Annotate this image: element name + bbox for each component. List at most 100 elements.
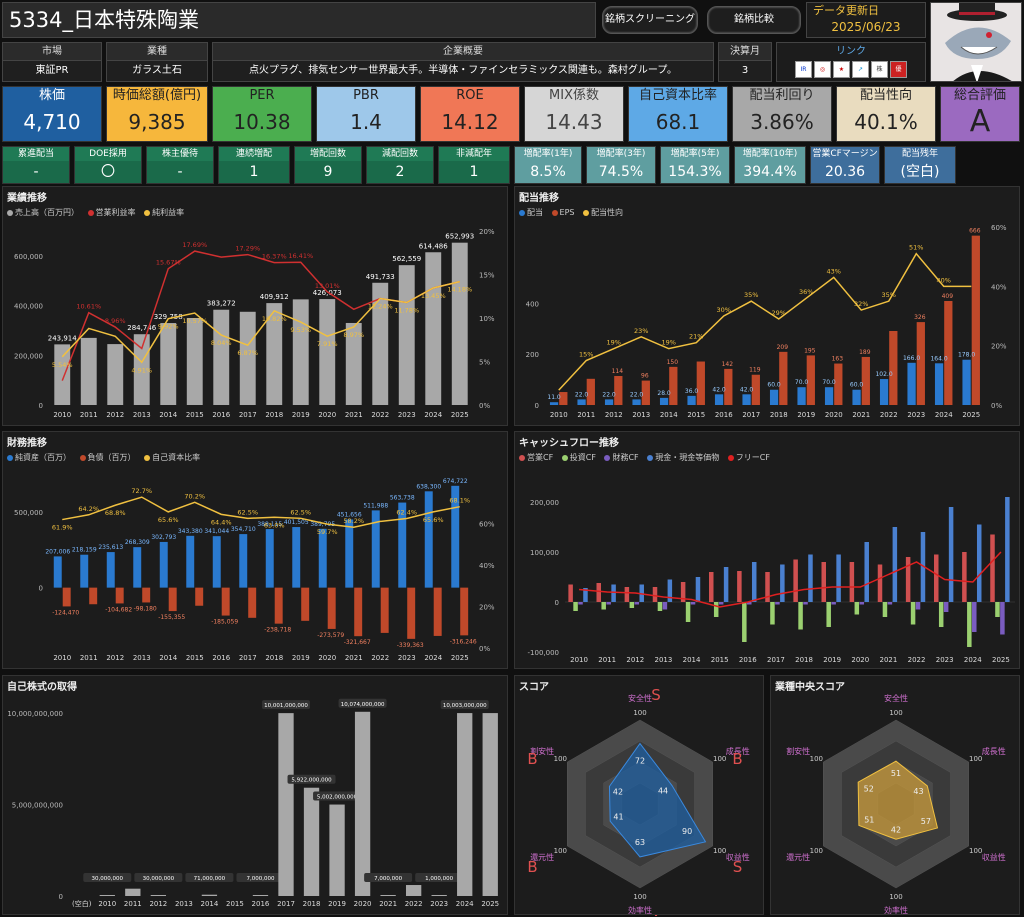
kpi-card: 自己資本比率 68.1: [628, 86, 728, 142]
ir-bank-icon[interactable]: IR: [795, 61, 812, 78]
metric-value: 9: [295, 161, 361, 183]
x-tick-label: 2022: [405, 900, 423, 908]
y-tick-label: 0: [555, 599, 559, 607]
eps-bar: [559, 392, 568, 405]
sales-bar: [107, 344, 124, 405]
sales-label: 329,758: [154, 313, 183, 321]
y2-tick-label: 0%: [479, 645, 490, 653]
investing-cf-bar: [657, 602, 663, 611]
liabilities-label: -155,355: [158, 614, 185, 621]
eps-label: 409: [942, 293, 954, 300]
fiscal-month-cell: 決算月 3: [718, 42, 772, 82]
liabilities-bar: [168, 587, 177, 612]
equity-bar: [345, 519, 354, 588]
margin-label: 10.82%: [262, 315, 287, 323]
industry-value: ガラス土石: [132, 65, 182, 76]
operating-cf-bar: [793, 559, 798, 602]
liabilities-label: -124,470: [52, 609, 79, 616]
equity-ratio-label: 64.4%: [211, 518, 232, 526]
liabilities-bar: [433, 587, 442, 636]
x-tick-label: 2025: [481, 900, 499, 908]
operating-cf-bar: [624, 587, 630, 602]
legend-cash: 現金・現金等価物: [655, 453, 720, 462]
cash-bar: [611, 584, 616, 602]
x-tick-label: 2018: [265, 411, 283, 419]
dividend-label: 60.0: [850, 382, 864, 389]
equity-label: 268,309: [125, 539, 150, 546]
radar-axis-label: 安全性: [884, 693, 908, 703]
radar-value: 41: [613, 812, 623, 821]
payout-label: 19%: [662, 339, 676, 347]
chart-icon[interactable]: ↗: [852, 61, 869, 78]
kpi-card: 株価 4,710: [2, 86, 102, 142]
links-header: リンク: [836, 46, 866, 57]
x-tick-label: 2013: [133, 654, 151, 662]
metric-card: 連続増配 1: [218, 146, 290, 184]
kabuyoho-icon[interactable]: 株: [871, 61, 888, 78]
x-tick-label: 2020: [851, 656, 869, 664]
dividend-bar: [907, 362, 916, 405]
radar-max-label: 100: [633, 709, 646, 717]
buyback-label-bg: [313, 791, 362, 801]
investing-cf-bar: [826, 602, 831, 627]
liabilities-bar: [354, 587, 363, 637]
minkabu-icon[interactable]: ★: [833, 61, 850, 78]
x-tick-label: 2011: [80, 411, 98, 419]
x-tick-label: 2010: [53, 654, 71, 662]
screening-button[interactable]: 銘柄スクリーニング: [602, 6, 698, 34]
market-value: 東証PR: [35, 65, 69, 76]
x-tick-label: 2025: [962, 411, 980, 419]
metric-card: 営業CFマージン 20.36: [810, 146, 880, 184]
metric-card: 増配率(5年) 154.3%: [660, 146, 730, 184]
operating-cf-bar: [652, 587, 658, 602]
summary-header: 企業概要: [213, 43, 713, 61]
buyback-label: 7,000,000: [374, 876, 402, 882]
legend-liabilities: 負債（百万）: [87, 453, 136, 462]
equity-bar: [451, 485, 460, 588]
cashflow-chart: -100,000 0 100,000 200,000 2010 2011 2012 2013 2…: [528, 497, 1015, 664]
metric-label: 累進配当: [3, 147, 69, 161]
financing-cf-bar: [634, 602, 640, 605]
radar-max-label: 100: [969, 847, 982, 855]
yutai-icon[interactable]: 優: [890, 61, 907, 78]
radar-value: 42: [891, 825, 901, 834]
net-margin-line: [61, 280, 460, 364]
kpi-value: 4,710: [23, 110, 81, 134]
cash-bar: [1005, 497, 1010, 602]
kpi-value: 3.86%: [750, 110, 814, 134]
buyback-label-bg: [185, 873, 234, 882]
y2-tick-label: 40%: [479, 562, 495, 570]
update-label: データ更新日: [813, 4, 879, 17]
kpi-label: 配当利回り: [749, 88, 815, 103]
margin-label: 16.37%: [262, 253, 287, 261]
buyback-bar: [303, 787, 320, 896]
kpi-card: 総合評価 A: [940, 86, 1020, 142]
legend-financing-cf: 財務CF: [612, 453, 639, 462]
eps-label: 96: [641, 373, 649, 380]
legend-net-margin: 純利益率: [152, 208, 185, 217]
eps-bar: [779, 351, 788, 405]
sales-bar: [213, 309, 230, 405]
metric-label: 配当残年: [885, 147, 955, 161]
dividend-bar: [632, 399, 641, 405]
kpi-label: PER: [249, 88, 275, 103]
sales-label: 426,073: [313, 289, 342, 297]
margin-label: 11.78%: [394, 307, 419, 315]
kpi-value: 9,385: [128, 110, 186, 134]
equity-bar: [292, 527, 301, 588]
margin-label: 13.01%: [315, 282, 340, 290]
compare-button[interactable]: 銘柄比較: [707, 6, 801, 34]
kpi-value: 68.1: [655, 110, 701, 134]
kpi-value: 40.1%: [854, 110, 918, 134]
x-tick-label: 2017: [239, 654, 257, 662]
operating-cf-bar: [737, 571, 742, 602]
update-date: 2025/06/23: [831, 20, 901, 34]
metric-card: 増配回数 9: [294, 146, 362, 184]
financing-cf-bar: [1000, 602, 1005, 635]
kabutan-icon[interactable]: ◎: [814, 61, 831, 78]
x-tick-label: 2015: [711, 656, 729, 664]
eps-bar: [641, 380, 650, 405]
liabilities-bar: [89, 587, 98, 605]
kpi-label: 配当性向: [859, 88, 912, 103]
metric-value: 8.5%: [515, 161, 581, 183]
